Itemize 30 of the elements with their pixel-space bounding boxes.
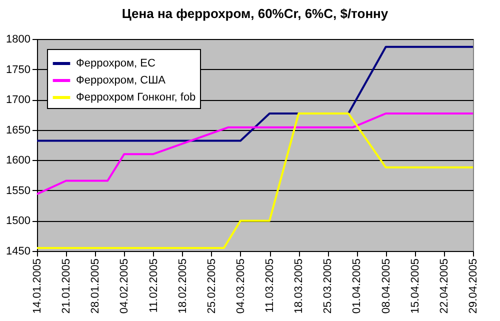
line-series (36, 112, 474, 249)
x-tick-label: 14.01.2005 (32, 258, 44, 314)
legend-label: Феррохром, ЕС (76, 58, 156, 70)
x-tick-label: 25.02.2005 (206, 258, 218, 314)
x-tick-label: 22.04.2005 (438, 258, 450, 314)
x-tick-label: 21.01.2005 (60, 258, 73, 314)
x-tick-label: 29.04.2005 (468, 258, 480, 314)
chart-title: Цена на феррохром, 60%Cr, 6%C, $/тонну (122, 6, 389, 21)
x-tick-label: 28.01.2005 (90, 258, 102, 314)
y-tick-label: 1500 (6, 215, 30, 228)
y-tick-label: 1700 (6, 94, 30, 106)
legend-label: Феррохром, США (76, 74, 166, 86)
y-tick-label: 1550 (6, 184, 30, 197)
x-tick-label: 01.04.2005 (351, 258, 364, 314)
x-tick-label: 15.04.2005 (409, 258, 422, 314)
x-tick-label: 04.03.2005 (234, 258, 247, 314)
y-tick-label: 1450 (6, 246, 30, 258)
y-tick-label: 1600 (6, 154, 30, 167)
x-tick-label: 18.03.2005 (293, 258, 306, 314)
x-tick-label: 11.02.2005 (148, 258, 160, 313)
y-tick-label: 1750 (6, 64, 30, 76)
y-tick-label: 1800 (6, 34, 30, 46)
legend-label: Феррохром Гонконг, fob (76, 92, 196, 104)
x-tick-label: 18.02.2005 (176, 258, 189, 314)
y-tick-label: 1650 (6, 124, 30, 136)
x-tick-label: 25.03.2005 (322, 258, 334, 314)
line-series (36, 112, 474, 196)
x-tick-label: 08.04.2005 (380, 258, 392, 314)
x-tick-label: 11.03.2005 (264, 258, 276, 313)
x-tick-label: 04.02.2005 (118, 258, 131, 314)
